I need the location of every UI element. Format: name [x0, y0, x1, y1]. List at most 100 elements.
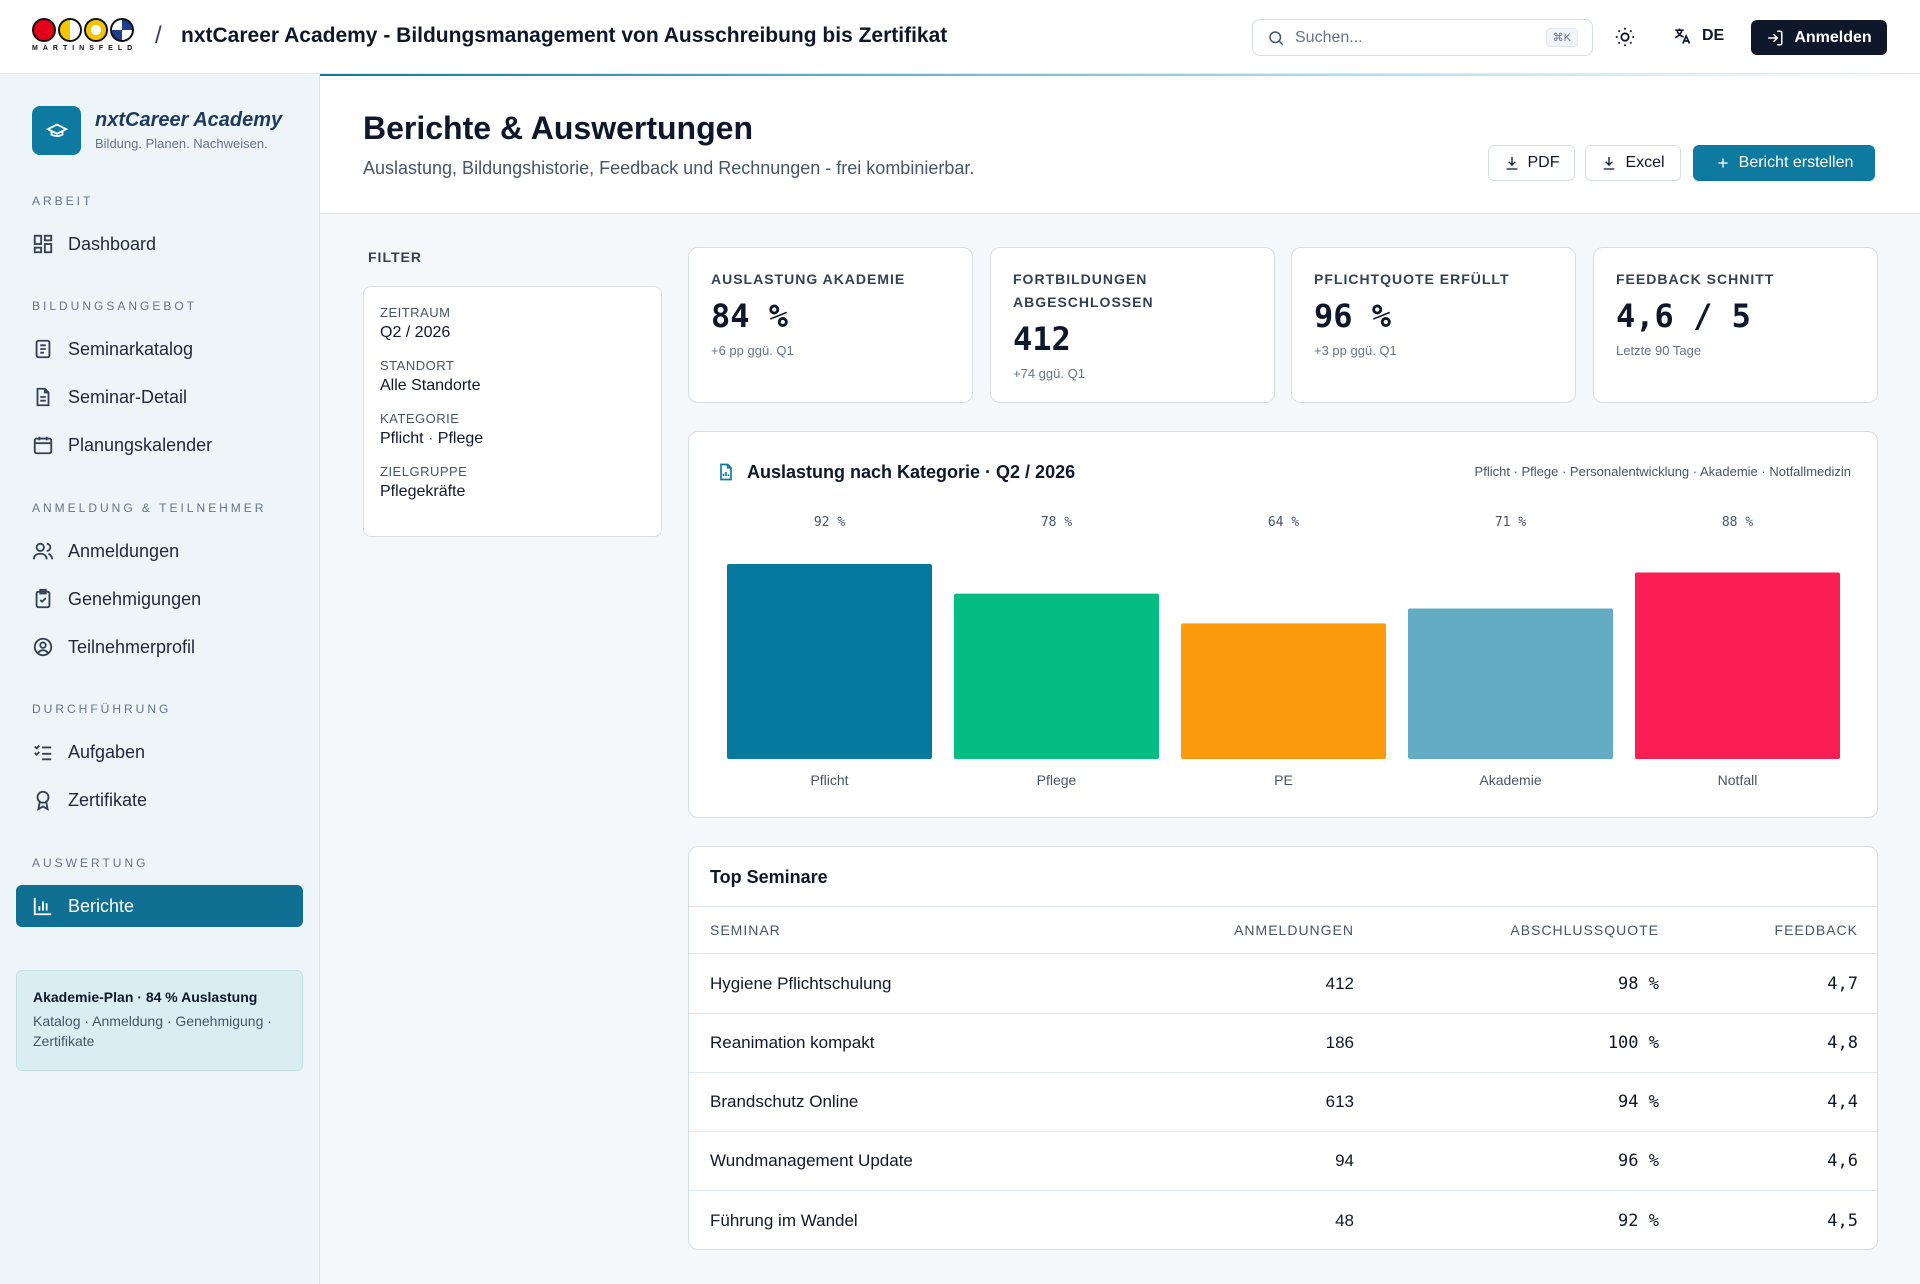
sidebar: nxtCareer Academy Bildung. Planen. Nachw…	[0, 74, 320, 1284]
chart-legend: Pflicht · Pflege · Personalentwicklung ·…	[1474, 464, 1851, 479]
sidebar-item-teilnehmerprofil[interactable]: Teilnehmerprofil	[16, 626, 303, 668]
filter-key-zeitraum: ZEITRAUM	[380, 305, 451, 320]
sidebar-item-dashboard[interactable]: Dashboard	[16, 223, 303, 265]
kpi-sub: +6 pp ggü. Q1	[711, 343, 794, 358]
search-shortcut: ⌘K	[1545, 28, 1578, 47]
filter-key-standort: STANDORT	[380, 358, 455, 373]
cell-feedback: 4,4	[1827, 1092, 1858, 1112]
sidebar-item-planungskalender[interactable]: Planungskalender	[16, 424, 303, 466]
kpi-sub: Letzte 90 Tage	[1616, 343, 1702, 358]
logo-text: MARTINSFELD	[32, 45, 138, 52]
plus-icon	[1717, 158, 1728, 168]
users-icon	[32, 542, 54, 560]
table-row[interactable]: Brandschutz Online 613 94 % 4,4	[689, 1073, 1877, 1132]
cell-abschlussquote: 92 %	[1618, 1210, 1659, 1231]
kpi-label: PFLICHTQUOTE ERFÜLLT	[1314, 271, 1510, 287]
filter-heading: FILTER	[368, 249, 422, 265]
section-title-bildungsangebot: BILDUNGSANGEBOT	[32, 299, 198, 313]
cell-seminar: Brandschutz Online	[710, 1092, 859, 1111]
filter-key-zielgruppe: ZIELGRUPPE	[380, 464, 468, 479]
kpi-value: 84 %	[711, 297, 789, 335]
cell-anmeldungen: 613	[1325, 1092, 1354, 1111]
category-label: PE	[1274, 772, 1293, 788]
sidebar-item-label: Teilnehmerprofil	[68, 636, 196, 657]
filter-value-standort[interactable]: Alle Standorte	[380, 377, 481, 394]
chart-title: Auslastung nach Kategorie · Q2 / 2026	[747, 462, 1076, 482]
chart-card: Auslastung nach Kategorie · Q2 / 2026 Pf…	[688, 431, 1878, 818]
bar-pflicht[interactable]	[727, 563, 932, 759]
export-pdf-button[interactable]: PDF	[1488, 145, 1575, 181]
table-row[interactable]: Führung im Wandel 48 92 % 4,5	[689, 1191, 1877, 1249]
cell-abschlussquote: 98 %	[1618, 974, 1659, 994]
sidebar-item-label: Zertifikate	[68, 789, 148, 810]
theme-toggle-sun-icon[interactable]	[1614, 26, 1636, 48]
bar-value-label: 78 %	[1041, 515, 1072, 530]
page-header: Berichte & Auswertungen Auslastung, Bild…	[320, 74, 1920, 214]
page-title: Berichte & Auswertungen	[363, 110, 753, 146]
section-title-auswertung: AUSWERTUNG	[32, 856, 149, 870]
export-excel-button[interactable]: Excel	[1585, 145, 1681, 181]
plan-title: Akademie-Plan · 84 % Auslastung	[33, 989, 258, 1005]
brand-title: nxtCareer Academy	[95, 109, 283, 131]
login-label: Anmelden	[1794, 28, 1872, 46]
create-report-button[interactable]: Bericht erstellen	[1693, 145, 1875, 181]
sidebar-item-berichte[interactable]: Berichte	[16, 885, 303, 927]
cell-abschlussquote: 100 %	[1607, 1033, 1659, 1053]
filter-value-zeitraum[interactable]: Q2 / 2026	[380, 324, 451, 341]
search-icon	[1269, 30, 1284, 45]
download-icon	[1604, 157, 1615, 170]
sidebar-item-anmeldungen[interactable]: Anmeldungen	[16, 530, 303, 572]
bar-pe[interactable]	[1181, 623, 1386, 759]
pdf-label: PDF	[1527, 154, 1560, 171]
column-header-feedback[interactable]: FEEDBACK	[1774, 922, 1858, 938]
kpi-sub: +74 ggü. Q1	[1013, 366, 1085, 381]
cell-feedback: 4,6	[1827, 1151, 1858, 1171]
cell-feedback: 4,8	[1827, 1033, 1858, 1053]
bar-value-label: 64 %	[1268, 515, 1299, 530]
martinsfeld-logo[interactable]: MARTINSFELD	[32, 18, 140, 56]
page-subtitle: Auslastung, Bildungshistorie, Feedback u…	[363, 158, 975, 178]
table-row[interactable]: Wundmanagement Update 94 96 % 4,6	[689, 1132, 1877, 1191]
column-header-seminar[interactable]: SEMINAR	[710, 922, 781, 938]
table-row[interactable]: Reanimation kompakt 186 100 % 4,8	[689, 1014, 1877, 1073]
kpi-sub: +3 pp ggü. Q1	[1314, 343, 1397, 358]
category-label: Akademie	[1479, 772, 1541, 788]
sidebar-item-label: Planungskalender	[68, 434, 213, 455]
clipboard-check-icon	[35, 588, 51, 609]
bar-notfall[interactable]	[1635, 572, 1840, 759]
kpi-card-auslastung: AUSLASTUNG AKADEMIE 84 % +6 pp ggü. Q1	[688, 247, 973, 403]
sidebar-item-aufgaben[interactable]: Aufgaben	[16, 731, 303, 773]
category-label: Notfall	[1718, 772, 1758, 788]
dashboard-icon	[33, 234, 53, 254]
sidebar-item-zertifikate[interactable]: Zertifikate	[16, 779, 303, 821]
sidebar-item-seminarkatalog[interactable]: Seminarkatalog	[16, 328, 303, 370]
cell-feedback: 4,7	[1827, 974, 1858, 994]
table-header: SEMINAR ANMELDUNGEN ABSCHLUSSQUOTE FEEDB…	[689, 906, 1877, 954]
brand-subtitle: Bildung. Planen. Nachweisen.	[95, 136, 268, 151]
sidebar-item-label: Aufgaben	[68, 741, 146, 762]
login-button[interactable]: Anmelden	[1751, 20, 1887, 55]
column-header-abschlussquote[interactable]: ABSCHLUSSQUOTE	[1510, 922, 1659, 938]
category-label: Pflicht	[810, 772, 848, 788]
sidebar-item-seminar-detail[interactable]: Seminar-Detail	[16, 376, 303, 418]
filter-value-zielgruppe[interactable]: Pflegekräfte	[380, 483, 466, 500]
sidebar-brand[interactable]: nxtCareer Academy Bildung. Planen. Nachw…	[32, 106, 282, 155]
kpi-label: FEEDBACK SCHNITT	[1616, 271, 1775, 287]
kpi-card-pflichtquote: PFLICHTQUOTE ERFÜLLT 96 % +3 pp ggü. Q1	[1291, 247, 1576, 403]
login-icon	[1768, 30, 1783, 45]
kpi-card-fortbildungen: FORTBILDUNGEN ABGESCHLOSSEN 412 +74 ggü.…	[990, 247, 1275, 403]
section-title-anmeldung: ANMELDUNG & TEILNEHMER	[32, 501, 267, 515]
filter-key-kategorie: KATEGORIE	[380, 411, 460, 426]
kpi-value: 412	[1013, 320, 1071, 358]
category-label: Pflege	[1037, 772, 1077, 788]
filter-value-kategorie[interactable]: Pflicht · Pflege	[380, 430, 484, 447]
search-input[interactable]: Suchen... ⌘K	[1252, 19, 1593, 56]
bar-pflege[interactable]	[954, 593, 1159, 759]
bar-akademie[interactable]	[1408, 608, 1613, 759]
column-header-anmeldungen[interactable]: ANMELDUNGEN	[1234, 922, 1354, 938]
bar-value-label: 88 %	[1722, 515, 1753, 530]
sidebar-item-genehmigungen[interactable]: Genehmigungen	[16, 578, 303, 620]
plan-subtitle: Katalog · Anmeldung · Genehmigung · Zert…	[33, 1013, 272, 1049]
table-row[interactable]: Hygiene Pflichtschulung 412 98 % 4,7	[689, 955, 1877, 1014]
language-switcher[interactable]: DE	[1672, 26, 1724, 46]
